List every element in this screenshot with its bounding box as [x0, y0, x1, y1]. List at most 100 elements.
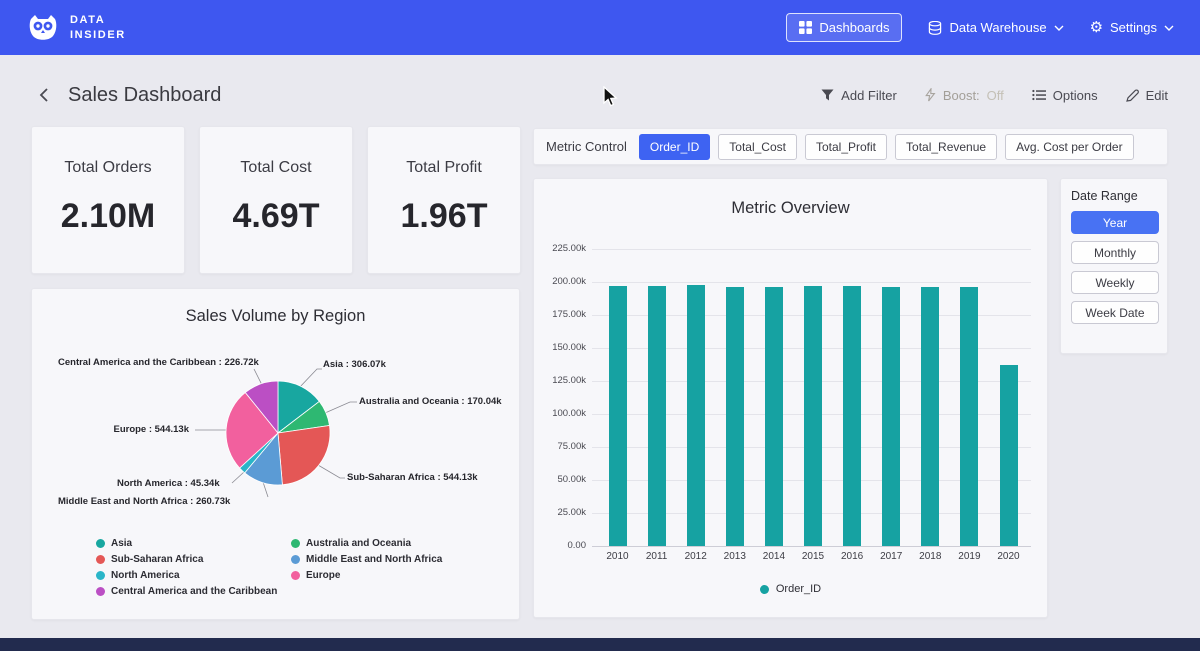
brand-text: DATA INSIDER [70, 13, 126, 43]
funnel-icon [821, 89, 834, 101]
footer-bar [0, 638, 1200, 651]
settings-label: Settings [1110, 20, 1157, 35]
settings-menu[interactable]: ⚙ Settings [1090, 20, 1174, 35]
chevron-down-icon [1164, 25, 1174, 31]
metric-control-bar: Metric Control Order_ID Total_Cost Total_P… [533, 128, 1168, 165]
legend-item-middle-east-and-north-africa: Middle East and North Africa [291, 551, 442, 567]
pie-label-central-america-caribbean: Central America and the Caribbean : 226.… [58, 357, 259, 368]
date-range-buttons: Year Monthly Weekly Week Date [1071, 211, 1157, 324]
kpi-value: 4.69T [233, 197, 320, 236]
pie-slices [226, 381, 330, 485]
options-button[interactable]: Options [1032, 88, 1098, 103]
grid-icon [799, 21, 812, 34]
pie-legend-column-2: Australia and OceaniaMiddle East and Nor… [291, 535, 442, 583]
legend-item-north-america: North America [96, 567, 277, 583]
add-filter-button[interactable]: Add Filter [821, 88, 897, 103]
brand: DATA INSIDER [26, 11, 126, 45]
kpi-total-cost: Total Cost 4.69T [199, 126, 353, 274]
legend-item-europe: Europe [291, 567, 442, 583]
bar-2018 [921, 287, 939, 546]
gear-icon: ⚙ [1090, 20, 1103, 35]
date-range-option-year[interactable]: Year [1071, 211, 1159, 234]
legend-label: Order_ID [776, 583, 821, 595]
pie-slice-sub-saharan-africa [278, 426, 330, 485]
boost-toggle[interactable]: Boost: Off [925, 88, 1004, 103]
edit-label: Edit [1146, 88, 1168, 103]
kpi-label: Total Profit [406, 159, 482, 177]
legend-dot [96, 571, 105, 580]
bar-2011 [648, 286, 666, 546]
metric-option-avg-cost-per-order[interactable]: Avg. Cost per Order [1005, 134, 1134, 160]
chevron-left-icon [38, 87, 49, 103]
chevron-down-icon [1054, 25, 1064, 31]
bar-2019 [960, 287, 978, 546]
pie-label-north-america: North America : 45.34k [117, 478, 220, 489]
dashboards-button[interactable]: Dashboards [786, 13, 902, 42]
boost-state: Off [987, 88, 1004, 103]
list-icon [1032, 89, 1046, 101]
bar-2012 [687, 285, 705, 546]
kpi-label: Total Cost [240, 159, 311, 177]
legend-item-central-america-and-the-caribbean: Central America and the Caribbean [96, 583, 277, 599]
data-warehouse-label: Data Warehouse [949, 20, 1046, 35]
pie-legend-column-1: AsiaSub-Saharan AfricaNorth AmericaCentr… [96, 535, 277, 599]
metric-overview-card: Metric Overview 225.00k200.00k175.00k150… [533, 178, 1048, 618]
metric-option-total-revenue[interactable]: Total_Revenue [895, 134, 997, 160]
date-range-option-weekly[interactable]: Weekly [1071, 271, 1159, 294]
dashboards-label: Dashboards [819, 20, 889, 35]
metric-option-order-id[interactable]: Order_ID [639, 134, 710, 160]
bar-2013 [726, 287, 744, 546]
bar-2014 [765, 287, 783, 546]
bar-2017 [882, 287, 900, 546]
bolt-icon [925, 88, 936, 102]
date-range-option-week-date[interactable]: Week Date [1071, 301, 1159, 324]
kpi-value: 1.96T [401, 197, 488, 236]
pie-label-sub-saharan-africa: Sub-Saharan Africa : 544.13k [347, 472, 478, 483]
legend-item-asia: Asia [96, 535, 277, 551]
legend-dot [291, 539, 300, 548]
kpi-value: 2.10M [61, 197, 156, 236]
kpi-label: Total Orders [64, 159, 151, 177]
add-filter-label: Add Filter [841, 88, 897, 103]
back-button[interactable] [32, 84, 54, 106]
top-navbar: DATA INSIDER Dashboards D [0, 0, 1200, 55]
bar-chart: 225.00k200.00k175.00k150.00k125.00k100.0… [534, 179, 1047, 617]
metric-option-total-cost[interactable]: Total_Cost [718, 134, 797, 160]
boost-label: Boost: [943, 88, 980, 103]
brand-line1: DATA [70, 13, 126, 28]
kpi-total-profit: Total Profit 1.96T [367, 126, 521, 274]
legend-dot [96, 555, 105, 564]
data-warehouse-menu[interactable]: Data Warehouse [928, 20, 1063, 35]
kpi-total-orders: Total Orders 2.10M [31, 126, 185, 274]
date-range-label: Date Range [1071, 189, 1157, 203]
dashboard-header: Sales Dashboard Add Filter Boost: Off [0, 76, 1200, 114]
legend-dot [96, 587, 105, 596]
sales-dashboard-page: DATA INSIDER Dashboards D [0, 0, 1200, 651]
options-label: Options [1053, 88, 1098, 103]
pie-label-europe: Europe : 544.13k [104, 424, 189, 435]
legend-dot [760, 585, 769, 594]
pie-label-australia-oceania: Australia and Oceania : 170.04k [359, 396, 502, 407]
bar-2010 [609, 286, 627, 546]
pie-label-middle-east-north-africa: Middle East and North Africa : 260.73k [58, 496, 230, 507]
legend-item-australia-and-oceania: Australia and Oceania [291, 535, 442, 551]
legend-item-sub-saharan-africa: Sub-Saharan Africa [96, 551, 277, 567]
legend-dot [291, 555, 300, 564]
edit-button[interactable]: Edit [1126, 88, 1168, 103]
bar-2016 [843, 286, 861, 546]
database-icon [928, 21, 942, 35]
pencil-icon [1126, 89, 1139, 102]
metric-control-label: Metric Control [546, 139, 627, 154]
pie-label-asia: Asia : 306.07k [323, 359, 386, 370]
bar-legend: Order_ID [534, 583, 1047, 595]
metric-buttons: Order_ID Total_Cost Total_Profit Total_Reve… [639, 134, 1134, 160]
page-title: Sales Dashboard [68, 84, 221, 107]
sales-volume-card: Sales Volume by Region Asia : 306.07k Au… [31, 288, 520, 620]
bar-2020 [1000, 365, 1018, 546]
brand-line2: INSIDER [70, 28, 126, 43]
metric-option-total-profit[interactable]: Total_Profit [805, 134, 887, 160]
legend-dot [291, 571, 300, 580]
date-range-option-monthly[interactable]: Monthly [1071, 241, 1159, 264]
owl-logo [26, 11, 60, 45]
legend-dot [96, 539, 105, 548]
